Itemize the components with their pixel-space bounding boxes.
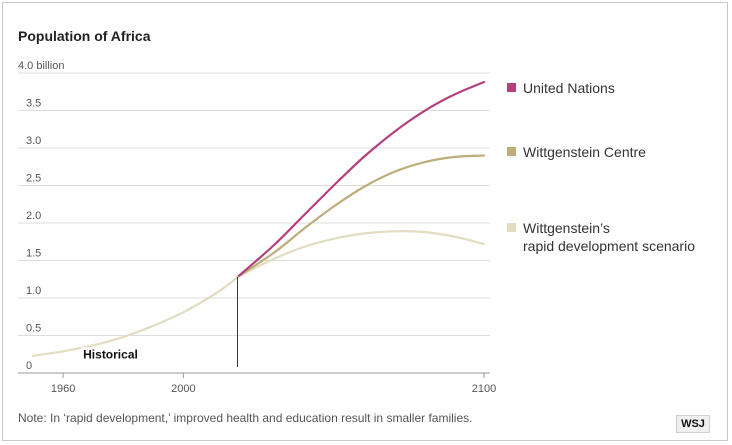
legend-swatch [507,223,516,232]
y-tick-label: 1.5 [26,248,41,260]
y-tick-label-top: 4.0 billion [18,60,64,72]
y-axis-ticks: 4.0 billion 0 0.5 1.0 1.5 2.0 2.5 3.0 3.5 [18,60,64,372]
historical-label: Historical [83,347,138,361]
legend: United Nations Wittgenstein Centre Wittgen… [507,80,695,254]
series-line-united-nations [236,80,486,279]
chart-frame [2,2,728,441]
legend-label: Wittgenstein Centre [523,144,646,160]
y-tick-label: 0 [26,360,32,372]
series-lines [31,80,486,357]
y-tick-label: 2.5 [26,173,41,185]
y-tick-label: 0.5 [26,323,41,335]
legend-swatch [507,147,516,156]
y-tick-label: 1.0 [26,285,41,297]
chart-note: Note: In ‘rapid development,’ improved h… [18,411,473,425]
series-line-historical [31,275,239,357]
legend-label: Wittgenstein’s [523,220,610,236]
wsj-logo: WSJ [676,415,710,433]
series-line-wittgenstein-centre [236,154,486,279]
x-tick-label: 2100 [472,383,496,395]
legend-label: United Nations [523,80,615,96]
y-tick-label: 3.0 [26,135,41,147]
x-axis-ticks: 1960 2000 2100 [51,373,496,395]
y-tick-label: 3.5 [26,98,41,110]
x-tick-label: 1960 [51,383,75,395]
y-tick-label: 2.0 [26,210,41,222]
grid-lines [18,72,490,374]
legend-swatch [507,83,516,92]
annotations: Historical [81,277,238,367]
x-tick-label: 2000 [171,383,195,395]
legend-label-line2: rapid development scenario [523,238,695,254]
chart-title: Population of Africa [18,28,151,44]
historical-label-bg [81,347,140,362]
series-line-wittgenstein-s-rapid-development-scenario [236,230,486,279]
